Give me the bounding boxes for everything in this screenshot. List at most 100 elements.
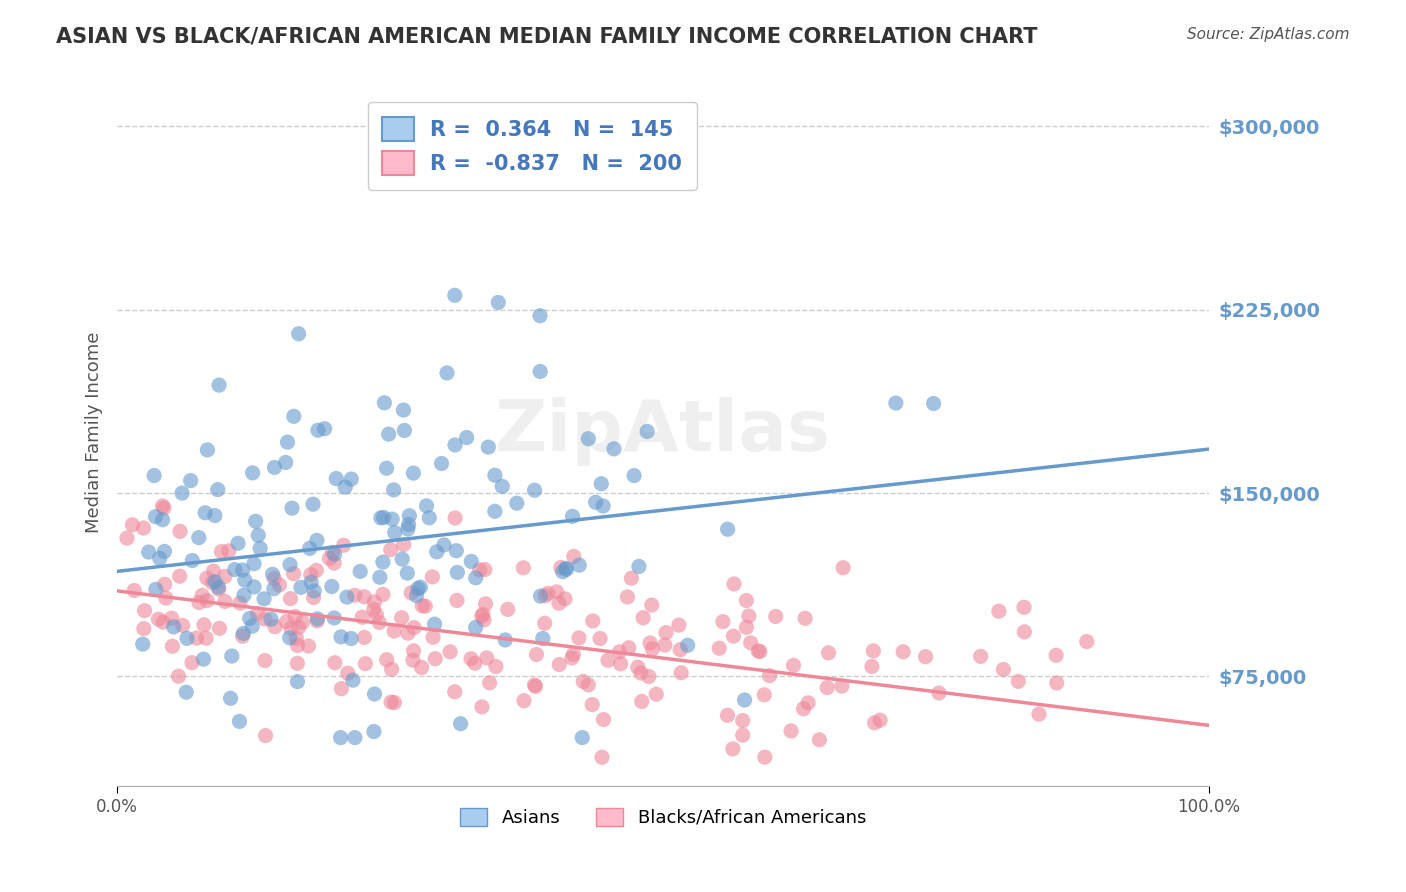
Point: [585, 495, 607, 509]
Point: [748, 644, 770, 658]
Point: [207, 580, 229, 594]
Point: [232, 629, 254, 643]
Point: [368, 615, 391, 630]
Text: Source: ZipAtlas.com: Source: ZipAtlas.com: [1187, 27, 1350, 42]
Point: [782, 658, 804, 673]
Point: [384, 696, 406, 710]
Point: [1028, 707, 1050, 722]
Point: [592, 499, 614, 513]
Point: [169, 524, 191, 539]
Point: [363, 602, 385, 616]
Point: [914, 649, 936, 664]
Point: [891, 645, 914, 659]
Point: [392, 538, 415, 552]
Point: [232, 563, 254, 577]
Point: [281, 501, 304, 516]
Point: [246, 607, 269, 621]
Point: [740, 636, 762, 650]
Point: [233, 573, 256, 587]
Point: [208, 378, 231, 392]
Point: [148, 612, 170, 626]
Point: [533, 616, 555, 631]
Point: [297, 639, 319, 653]
Point: [287, 674, 309, 689]
Point: [477, 440, 499, 454]
Point: [172, 618, 194, 632]
Point: [765, 609, 787, 624]
Point: [380, 542, 402, 557]
Point: [596, 653, 619, 667]
Point: [406, 582, 429, 596]
Point: [219, 691, 242, 706]
Point: [884, 396, 907, 410]
Point: [404, 621, 426, 635]
Point: [471, 609, 494, 624]
Point: [494, 632, 516, 647]
Point: [512, 561, 534, 575]
Point: [425, 651, 447, 665]
Point: [186, 631, 208, 645]
Point: [366, 607, 388, 622]
Point: [382, 624, 405, 638]
Point: [754, 750, 776, 764]
Point: [1045, 648, 1067, 663]
Point: [491, 479, 513, 493]
Point: [208, 582, 231, 597]
Point: [471, 699, 494, 714]
Point: [797, 696, 820, 710]
Point: [399, 586, 422, 600]
Point: [381, 662, 404, 676]
Point: [548, 657, 571, 672]
Point: [506, 496, 529, 510]
Point: [464, 571, 486, 585]
Point: [638, 636, 661, 650]
Point: [439, 645, 461, 659]
Point: [132, 622, 155, 636]
Point: [523, 678, 546, 692]
Point: [402, 644, 425, 658]
Point: [375, 461, 398, 475]
Point: [122, 583, 145, 598]
Point: [474, 597, 496, 611]
Point: [285, 632, 308, 646]
Point: [862, 644, 884, 658]
Point: [208, 621, 231, 635]
Point: [314, 422, 336, 436]
Point: [529, 364, 551, 378]
Point: [592, 713, 614, 727]
Point: [641, 598, 664, 612]
Point: [534, 589, 557, 603]
Point: [561, 651, 583, 665]
Point: [735, 593, 758, 607]
Point: [815, 681, 838, 695]
Point: [232, 626, 254, 640]
Point: [654, 638, 676, 652]
Point: [375, 653, 398, 667]
Point: [571, 731, 593, 745]
Point: [562, 549, 585, 564]
Point: [546, 584, 568, 599]
Point: [780, 723, 803, 738]
Point: [394, 424, 416, 438]
Point: [368, 570, 391, 584]
Point: [450, 716, 472, 731]
Point: [548, 596, 571, 610]
Point: [617, 640, 640, 655]
Point: [132, 637, 155, 651]
Point: [373, 510, 395, 524]
Point: [349, 565, 371, 579]
Point: [284, 609, 307, 624]
Point: [831, 679, 853, 693]
Point: [446, 543, 468, 558]
Point: [478, 676, 501, 690]
Point: [226, 536, 249, 550]
Point: [464, 657, 486, 671]
Point: [153, 577, 176, 591]
Y-axis label: Median Family Income: Median Family Income: [86, 331, 103, 533]
Point: [325, 471, 347, 485]
Point: [436, 366, 458, 380]
Point: [426, 545, 449, 559]
Point: [245, 514, 267, 528]
Point: [370, 511, 392, 525]
Point: [485, 659, 508, 673]
